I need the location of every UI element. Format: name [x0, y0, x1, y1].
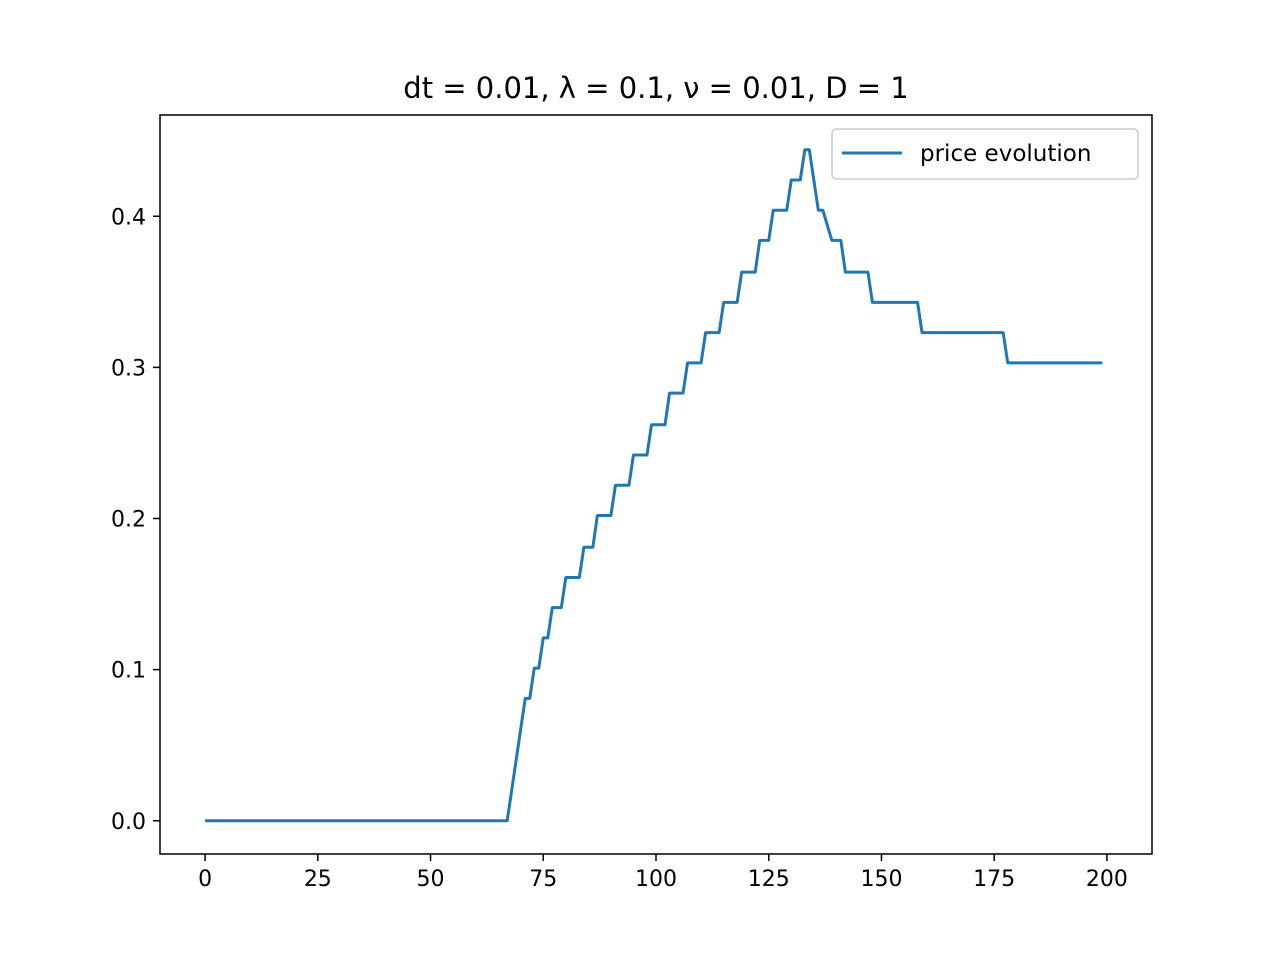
x-tick-label: 150: [860, 867, 902, 892]
x-tick-label: 200: [1086, 867, 1128, 892]
series-layer: [205, 148, 1103, 823]
y-tick-label: 0.2: [111, 508, 146, 533]
y-tick-label: 0.4: [111, 205, 146, 230]
x-tick-label: 75: [529, 867, 557, 892]
x-tick-label: 25: [304, 867, 332, 892]
legend-label: price evolution: [920, 141, 1091, 167]
series-line-0: [205, 148, 1103, 823]
x-tick-label: 0: [198, 867, 212, 892]
x-tick-label: 100: [635, 867, 677, 892]
x-axis: 0 25 50 75 100 125 150 175 200: [198, 854, 1128, 892]
y-tick-label: 0.0: [111, 810, 146, 835]
x-tick-label: 50: [417, 867, 445, 892]
legend: price evolution: [831, 128, 1139, 180]
y-tick-label: 0.1: [111, 659, 146, 684]
y-tick-label: 0.3: [111, 356, 146, 381]
legend-box: [831, 128, 1139, 180]
x-tick-label: 175: [973, 867, 1015, 892]
y-axis: 0.0 0.1 0.2 0.3 0.4: [111, 205, 160, 835]
x-tick-label: 125: [748, 867, 790, 892]
chart-title: dt = 0.01, λ = 0.1, ν = 0.01, D = 1: [403, 71, 908, 105]
